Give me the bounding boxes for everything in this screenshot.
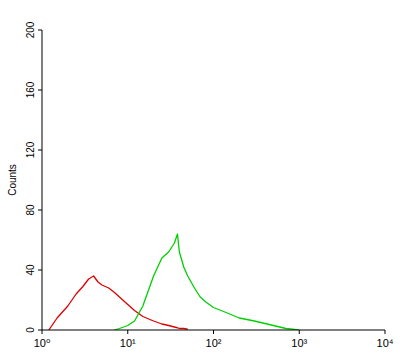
y-axis-label: Counts [7,164,18,196]
x-tick-label: 10⁰ [34,337,51,349]
x-tick-label: 10³ [291,337,307,349]
histogram-line [114,234,299,330]
y-tick [38,90,42,91]
y-tick-label: 120 [25,141,36,158]
x-tick-label: 10¹ [120,337,136,349]
y-tick-label: 200 [25,21,36,38]
y-tick [38,30,42,31]
y-tick [38,210,42,211]
y-axis-line [42,30,43,330]
histogram-line [49,276,188,330]
x-tick [299,330,300,334]
x-tick [385,330,386,334]
y-tick [38,330,42,331]
x-tick [213,330,214,334]
x-tick [42,330,43,334]
chart-container: 0 40 80 120 160 200 10⁰ 10¹ 10² 10³ 10⁴ Counts [0,0,400,360]
y-tick-label: 160 [25,81,36,98]
y-tick-label: 80 [25,204,36,216]
y-tick [38,150,42,151]
plot-area [49,234,299,330]
y-tick-label: 40 [25,264,36,276]
y-tick-label: 0 [25,327,36,333]
x-tick-label: 10⁴ [377,337,394,349]
x-tick [127,330,128,334]
y-tick [38,270,42,271]
chart-svg: 0 40 80 120 160 200 10⁰ 10¹ 10² 10³ 10⁴ Counts [0,0,400,360]
x-tick-label: 10² [206,337,222,349]
